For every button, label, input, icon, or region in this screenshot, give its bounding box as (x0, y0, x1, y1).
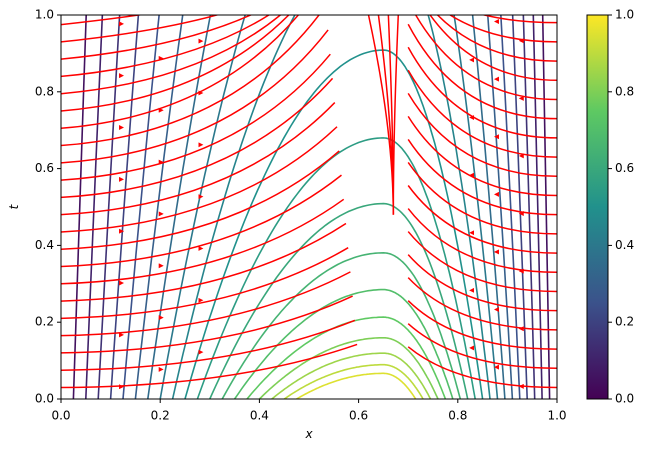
x-tick-label: 0.0 (51, 409, 70, 423)
streamline (407, 185, 557, 254)
x-tick-label: 1.0 (547, 409, 566, 423)
contour-line (246, 316, 447, 399)
streamline (407, 139, 557, 216)
streamline (61, 29, 329, 164)
x-tick-label: 0.2 (151, 409, 170, 423)
contour-line (296, 372, 417, 399)
streamline (61, 15, 290, 112)
streamline (407, 277, 557, 331)
contour-line (233, 288, 454, 399)
streamline (407, 300, 557, 350)
streamline (61, 53, 331, 181)
streamline (429, 15, 557, 82)
streamline (407, 23, 557, 120)
streamline (407, 92, 557, 178)
streamline (61, 174, 342, 268)
y-tick-label: 0.8 (35, 84, 54, 98)
streamline (61, 15, 282, 95)
streamline (61, 15, 320, 147)
streamline (61, 77, 334, 199)
y-tick-label: 0.0 (35, 392, 54, 406)
streamline (61, 15, 300, 130)
streamline (407, 254, 557, 312)
streamline (481, 15, 557, 24)
streamline (407, 162, 557, 235)
streamline (61, 222, 347, 302)
streamline (407, 346, 557, 389)
streamline (61, 247, 349, 320)
contour-line (271, 352, 432, 399)
streamline (407, 208, 557, 274)
contour-layer (72, 15, 551, 399)
streamline (61, 15, 144, 26)
y-tick-label: 0.2 (35, 315, 54, 329)
streamline (61, 343, 358, 389)
y-tick-label: 0.6 (35, 161, 54, 175)
streamline (61, 295, 353, 354)
colorbar-tick-label: 0.2 (615, 315, 634, 329)
y-axis-label: t (7, 203, 21, 209)
streamline (61, 126, 338, 233)
x-axis-label: x (304, 427, 313, 441)
x-tick-label: 0.8 (448, 409, 467, 423)
streamline (61, 150, 340, 250)
streamline-layer (61, 15, 557, 390)
streamline (61, 198, 345, 285)
streamline (61, 15, 271, 78)
colorbar-tick-label: 0.4 (615, 238, 634, 252)
x-tick-label: 0.6 (349, 409, 368, 423)
streamline (436, 15, 557, 62)
plot-frame (60, 14, 558, 400)
colorbar-tick-label: 1.0 (615, 8, 634, 22)
y-tick-label: 0.4 (35, 238, 54, 252)
contour-line (283, 363, 424, 399)
contour-line (159, 15, 499, 399)
streamline (61, 319, 356, 371)
contour-line (221, 251, 462, 399)
contour-line (209, 202, 469, 399)
streamline (392, 15, 400, 215)
contour-line (184, 49, 484, 399)
x-tick-label: 0.4 (250, 409, 269, 423)
colorbar-tick-label: 0.6 (615, 161, 634, 175)
colorbar-tick-label: 0.0 (615, 392, 634, 406)
streamline (407, 231, 557, 293)
streamline (61, 271, 351, 337)
streamline (61, 15, 253, 60)
y-tick-label: 1.0 (35, 8, 54, 22)
contour-line (171, 15, 491, 399)
contour-line (196, 137, 476, 399)
contour-line (134, 15, 514, 399)
streamline (414, 15, 557, 101)
colorbar (586, 14, 609, 400)
streamline (407, 69, 557, 158)
streamline (448, 15, 557, 43)
contour-line (258, 337, 439, 399)
streamline (407, 323, 557, 370)
colorbar-tick-label: 0.8 (615, 84, 634, 98)
streamline (61, 15, 220, 43)
streamline (61, 102, 336, 216)
